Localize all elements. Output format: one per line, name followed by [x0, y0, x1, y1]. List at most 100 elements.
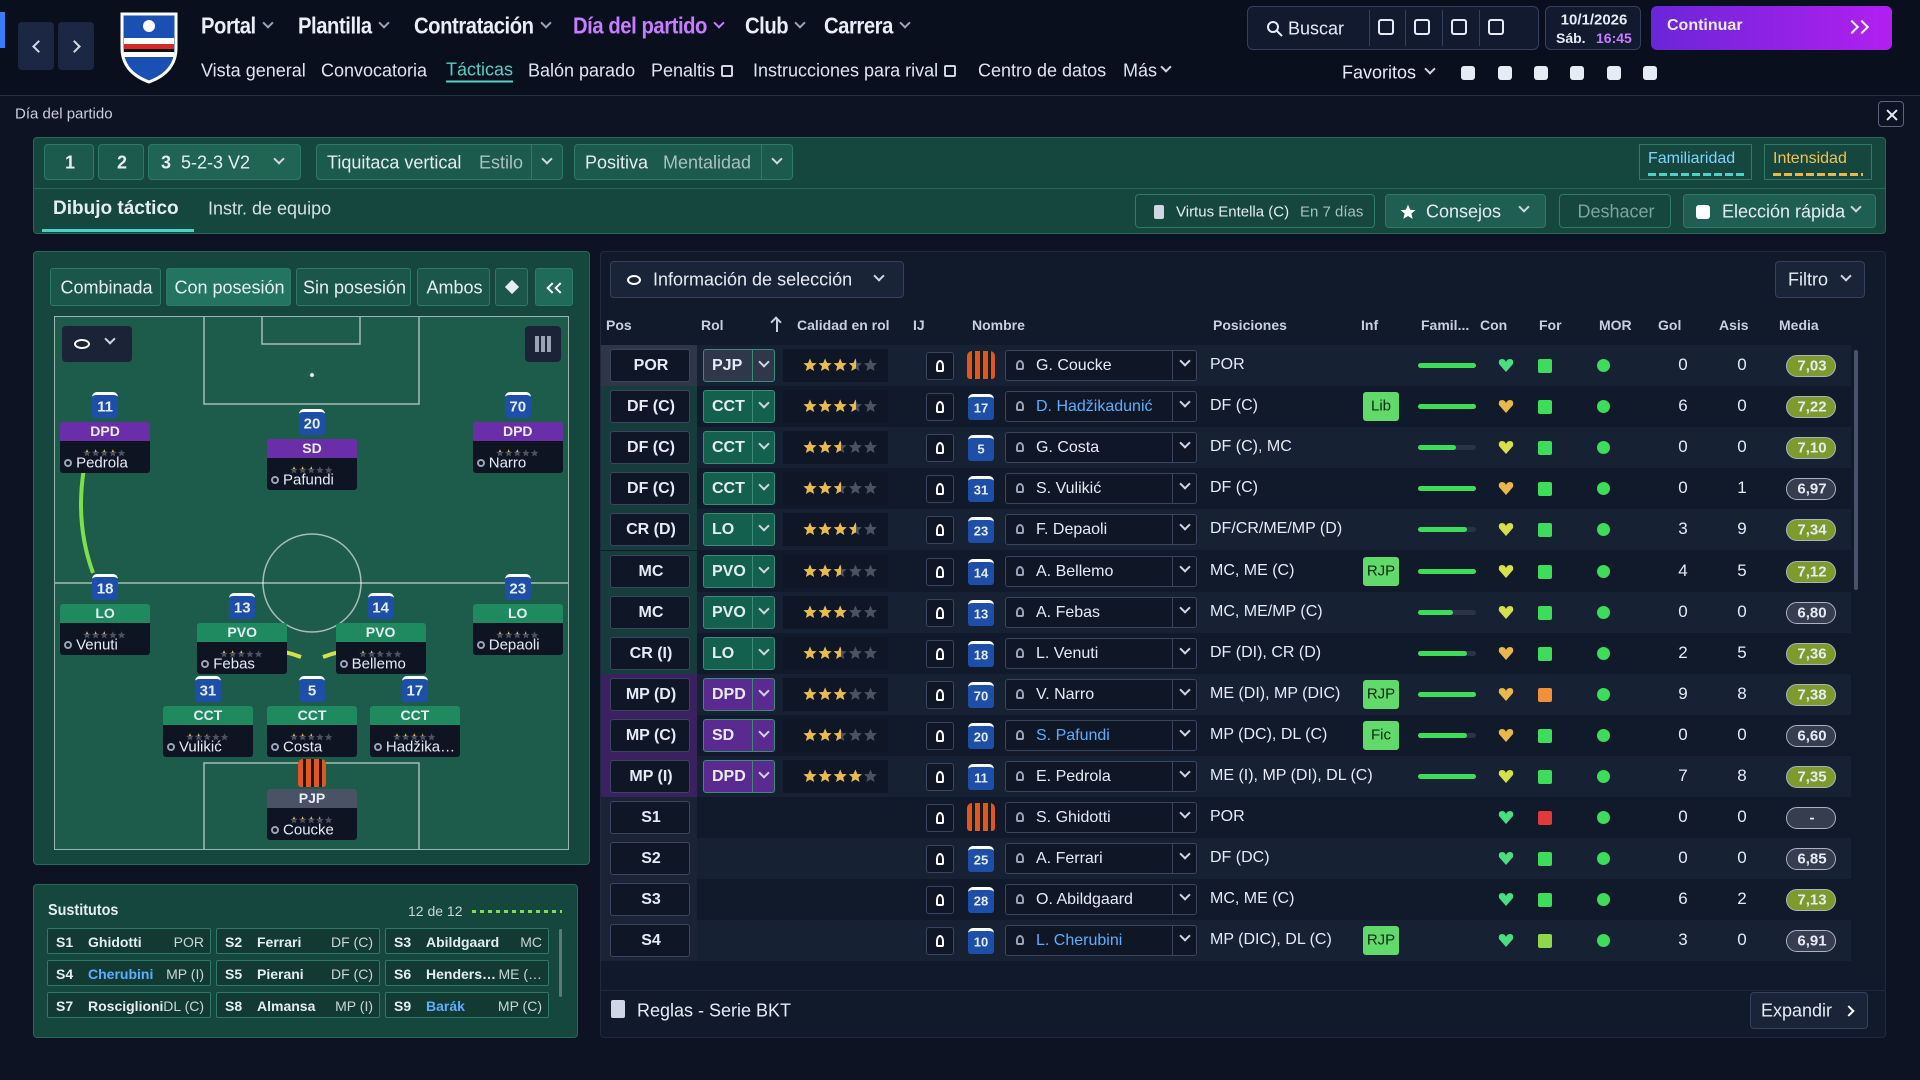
menu-item[interactable]: Plantilla — [298, 12, 372, 39]
chevron — [873, 270, 885, 282]
expand[interactable]: Expandir — [1750, 992, 1868, 1029]
table-row[interactable]: MP (I) DPD 11 E. Pedrola ME (I), MP (DI), DL… — [601, 756, 1851, 797]
table-row[interactable]: MP (D) DPD 70 V. Narro ME (DI), MP (DIC) RJP 9… — [601, 673, 1851, 715]
sub-slot[interactable]: S8 Almansa MP (I) — [216, 992, 380, 1018]
table-row[interactable]: POR PJP G. Coucke POR 0 0 7,03 — [601, 345, 1851, 386]
sub-slot[interactable]: S2 Ferrari DF (C) — [216, 928, 380, 954]
view-tab[interactable]: Ambos — [417, 268, 490, 306]
sub-slot[interactable]: S9 Barák MP (C) — [385, 992, 549, 1018]
menu-item[interactable]: Carrera — [824, 12, 893, 39]
column-header[interactable]: MOR — [1599, 317, 1632, 333]
favorite-icon[interactable] — [1461, 66, 1475, 80]
favorite-icon[interactable] — [1570, 66, 1584, 80]
tool-icon[interactable] — [1488, 19, 1504, 35]
column-header[interactable]: Asis — [1719, 317, 1749, 333]
pill[interactable]: 2 — [98, 144, 144, 180]
pill[interactable]: Positiva Mentalidad — [574, 144, 793, 180]
pill[interactable]: 1 — [44, 144, 94, 180]
column-header[interactable]: Inf — [1361, 317, 1379, 333]
column-header[interactable]: Gol — [1658, 317, 1682, 333]
player-info: Coucke — [267, 808, 358, 841]
favorites[interactable]: Favoritos — [1342, 62, 1417, 83]
pill[interactable]: Elección rápida — [1683, 194, 1876, 228]
collapse[interactable] — [535, 268, 573, 306]
table-row[interactable]: MC PVO 13 A. Febas MC, ME/MP (C) 0 0 6,80 — [601, 591, 1851, 633]
positions: DF (C) — [1210, 479, 1258, 497]
column-header[interactable]: Calidad en rol — [797, 317, 890, 333]
table-row[interactable]: CR (D) LO 23 F. Depaoli DF/CR/ME/MP (D) 3 9 7,3… — [601, 509, 1851, 551]
submenu-item[interactable]: Centro de datos — [978, 60, 1107, 81]
tab-active[interactable]: Dibujo táctico — [53, 198, 179, 219]
column-header[interactable]: Media — [1779, 317, 1819, 333]
submenu-item[interactable]: Instrucciones para rival — [753, 60, 939, 81]
view-tab[interactable]: Sin posesión — [296, 268, 411, 306]
polygon — [358, 650, 367, 653]
filter[interactable]: Filtro — [1775, 261, 1865, 298]
undo[interactable]: Deshacer — [1559, 194, 1671, 228]
search-label[interactable]: Buscar — [1288, 18, 1345, 39]
table-row[interactable]: S2 25 A. Ferrari DF (DC) 0 0 6,85 — [601, 838, 1851, 880]
table-row[interactable]: CR (I) LO 18 L. Venuti DF (DI), CR (D) 2 5 7,36 — [601, 632, 1851, 674]
table-row[interactable]: DF (C) CCT 5 G. Costa DF (C), MC 0 0 7,10 — [601, 427, 1851, 469]
player-name: Hadžika… — [385, 738, 456, 756]
column-header[interactable]: IJ — [913, 317, 925, 333]
column-header[interactable]: Posiciones — [1213, 317, 1287, 333]
submenu-item[interactable]: Balón parado — [528, 60, 636, 81]
view-tab[interactable] — [495, 268, 528, 306]
tool-icon[interactable] — [1451, 19, 1467, 35]
table-row[interactable]: DF (C) CCT 31 S. Vulikić DF (C) 0 1 6,97 — [601, 468, 1851, 510]
view-tab[interactable]: Combinada — [50, 268, 161, 306]
pos-box: S3 — [610, 883, 690, 917]
sub-slot[interactable]: S5 Pierani DF (C) — [216, 960, 380, 986]
table-row[interactable]: S1 S. Ghidotti POR 0 0 - — [601, 797, 1851, 839]
nav-button[interactable] — [58, 22, 94, 70]
table-row[interactable]: S3 28 O. Abildgaard MC, ME (C) 6 2 7,13 — [601, 879, 1851, 921]
sub-slot[interactable]: S7 Rosciglioni DL (C) — [47, 992, 211, 1018]
tool-icon[interactable] — [1414, 19, 1430, 35]
submenu-item[interactable]: Más — [1123, 60, 1158, 81]
view-tab[interactable]: Con posesión — [166, 268, 291, 306]
table-row[interactable]: MP (C) SD 20 S. Pafundi MP (DC), DL (C) Fic 0 0… — [601, 714, 1851, 756]
submenu-item[interactable]: Convocatoria — [321, 60, 428, 81]
menu-item[interactable]: Portal — [201, 12, 256, 39]
column-header[interactable]: Famil... — [1421, 317, 1470, 333]
goals: 6 — [1678, 396, 1688, 416]
pill[interactable]: Tiquitaca vertical Estilo — [316, 144, 563, 180]
info-dropdown[interactable]: Información de selección — [610, 261, 904, 298]
favorite-icon[interactable] — [1498, 66, 1512, 80]
favorite-icon[interactable] — [1643, 66, 1657, 80]
table-row[interactable]: DF (C) CCT 17 D. Hadžikadunić DF (C) Lib 6 0 7,2… — [601, 386, 1851, 428]
tab[interactable]: Instr. de equipo — [208, 198, 332, 219]
pitch-tool[interactable] — [62, 326, 132, 362]
sub-slot[interactable]: S6 Henders… ME (… — [385, 960, 549, 986]
column-header[interactable]: Con — [1480, 317, 1508, 333]
favorite-icon[interactable] — [1534, 66, 1548, 80]
rating-pill: 6,97 — [1786, 478, 1836, 501]
table-row[interactable]: S4 10 L. Cherubini MP (DIC), DL (C) RJP 3 0 6,9… — [601, 920, 1851, 962]
column-header[interactable]: For — [1539, 317, 1562, 333]
sub-slot[interactable]: S1 Ghidotti POR — [47, 928, 211, 954]
pill[interactable]: Consejos — [1385, 194, 1546, 228]
nav-button[interactable] — [18, 22, 54, 70]
column-header[interactable]: Rol — [701, 317, 724, 333]
menu-item[interactable]: Contratación — [414, 12, 534, 39]
morale-icon — [1597, 482, 1610, 496]
favorite-icon[interactable] — [1607, 66, 1621, 80]
column-header[interactable]: Pos — [606, 317, 632, 333]
submenu-item[interactable]: Penaltis — [651, 60, 716, 81]
menu-item[interactable]: Día del partido — [573, 12, 707, 39]
close-button[interactable] — [1878, 101, 1904, 127]
pitch-tool[interactable] — [525, 326, 561, 362]
submenu-item[interactable]: Tácticas — [446, 60, 514, 83]
stars — [290, 733, 312, 737]
menu-item[interactable]: Club — [745, 12, 789, 39]
table-row[interactable]: MC PVO 14 A. Bellemo MC, ME (C) RJP 4 5 7,12 — [601, 550, 1851, 592]
sub-slot[interactable]: S4 Cherubini MP (I) — [47, 960, 211, 986]
continue-button[interactable]: Continuar — [1651, 6, 1892, 50]
pill[interactable]: 3 5-2-3 V2 — [148, 144, 301, 180]
sub-position: DF (C) — [331, 934, 373, 950]
column-header[interactable]: Nombre — [972, 317, 1025, 333]
submenu-item[interactable]: Vista general — [201, 60, 306, 81]
tool-icon[interactable] — [1378, 19, 1394, 35]
sub-slot[interactable]: S3 Abildgaard MC — [385, 928, 549, 954]
